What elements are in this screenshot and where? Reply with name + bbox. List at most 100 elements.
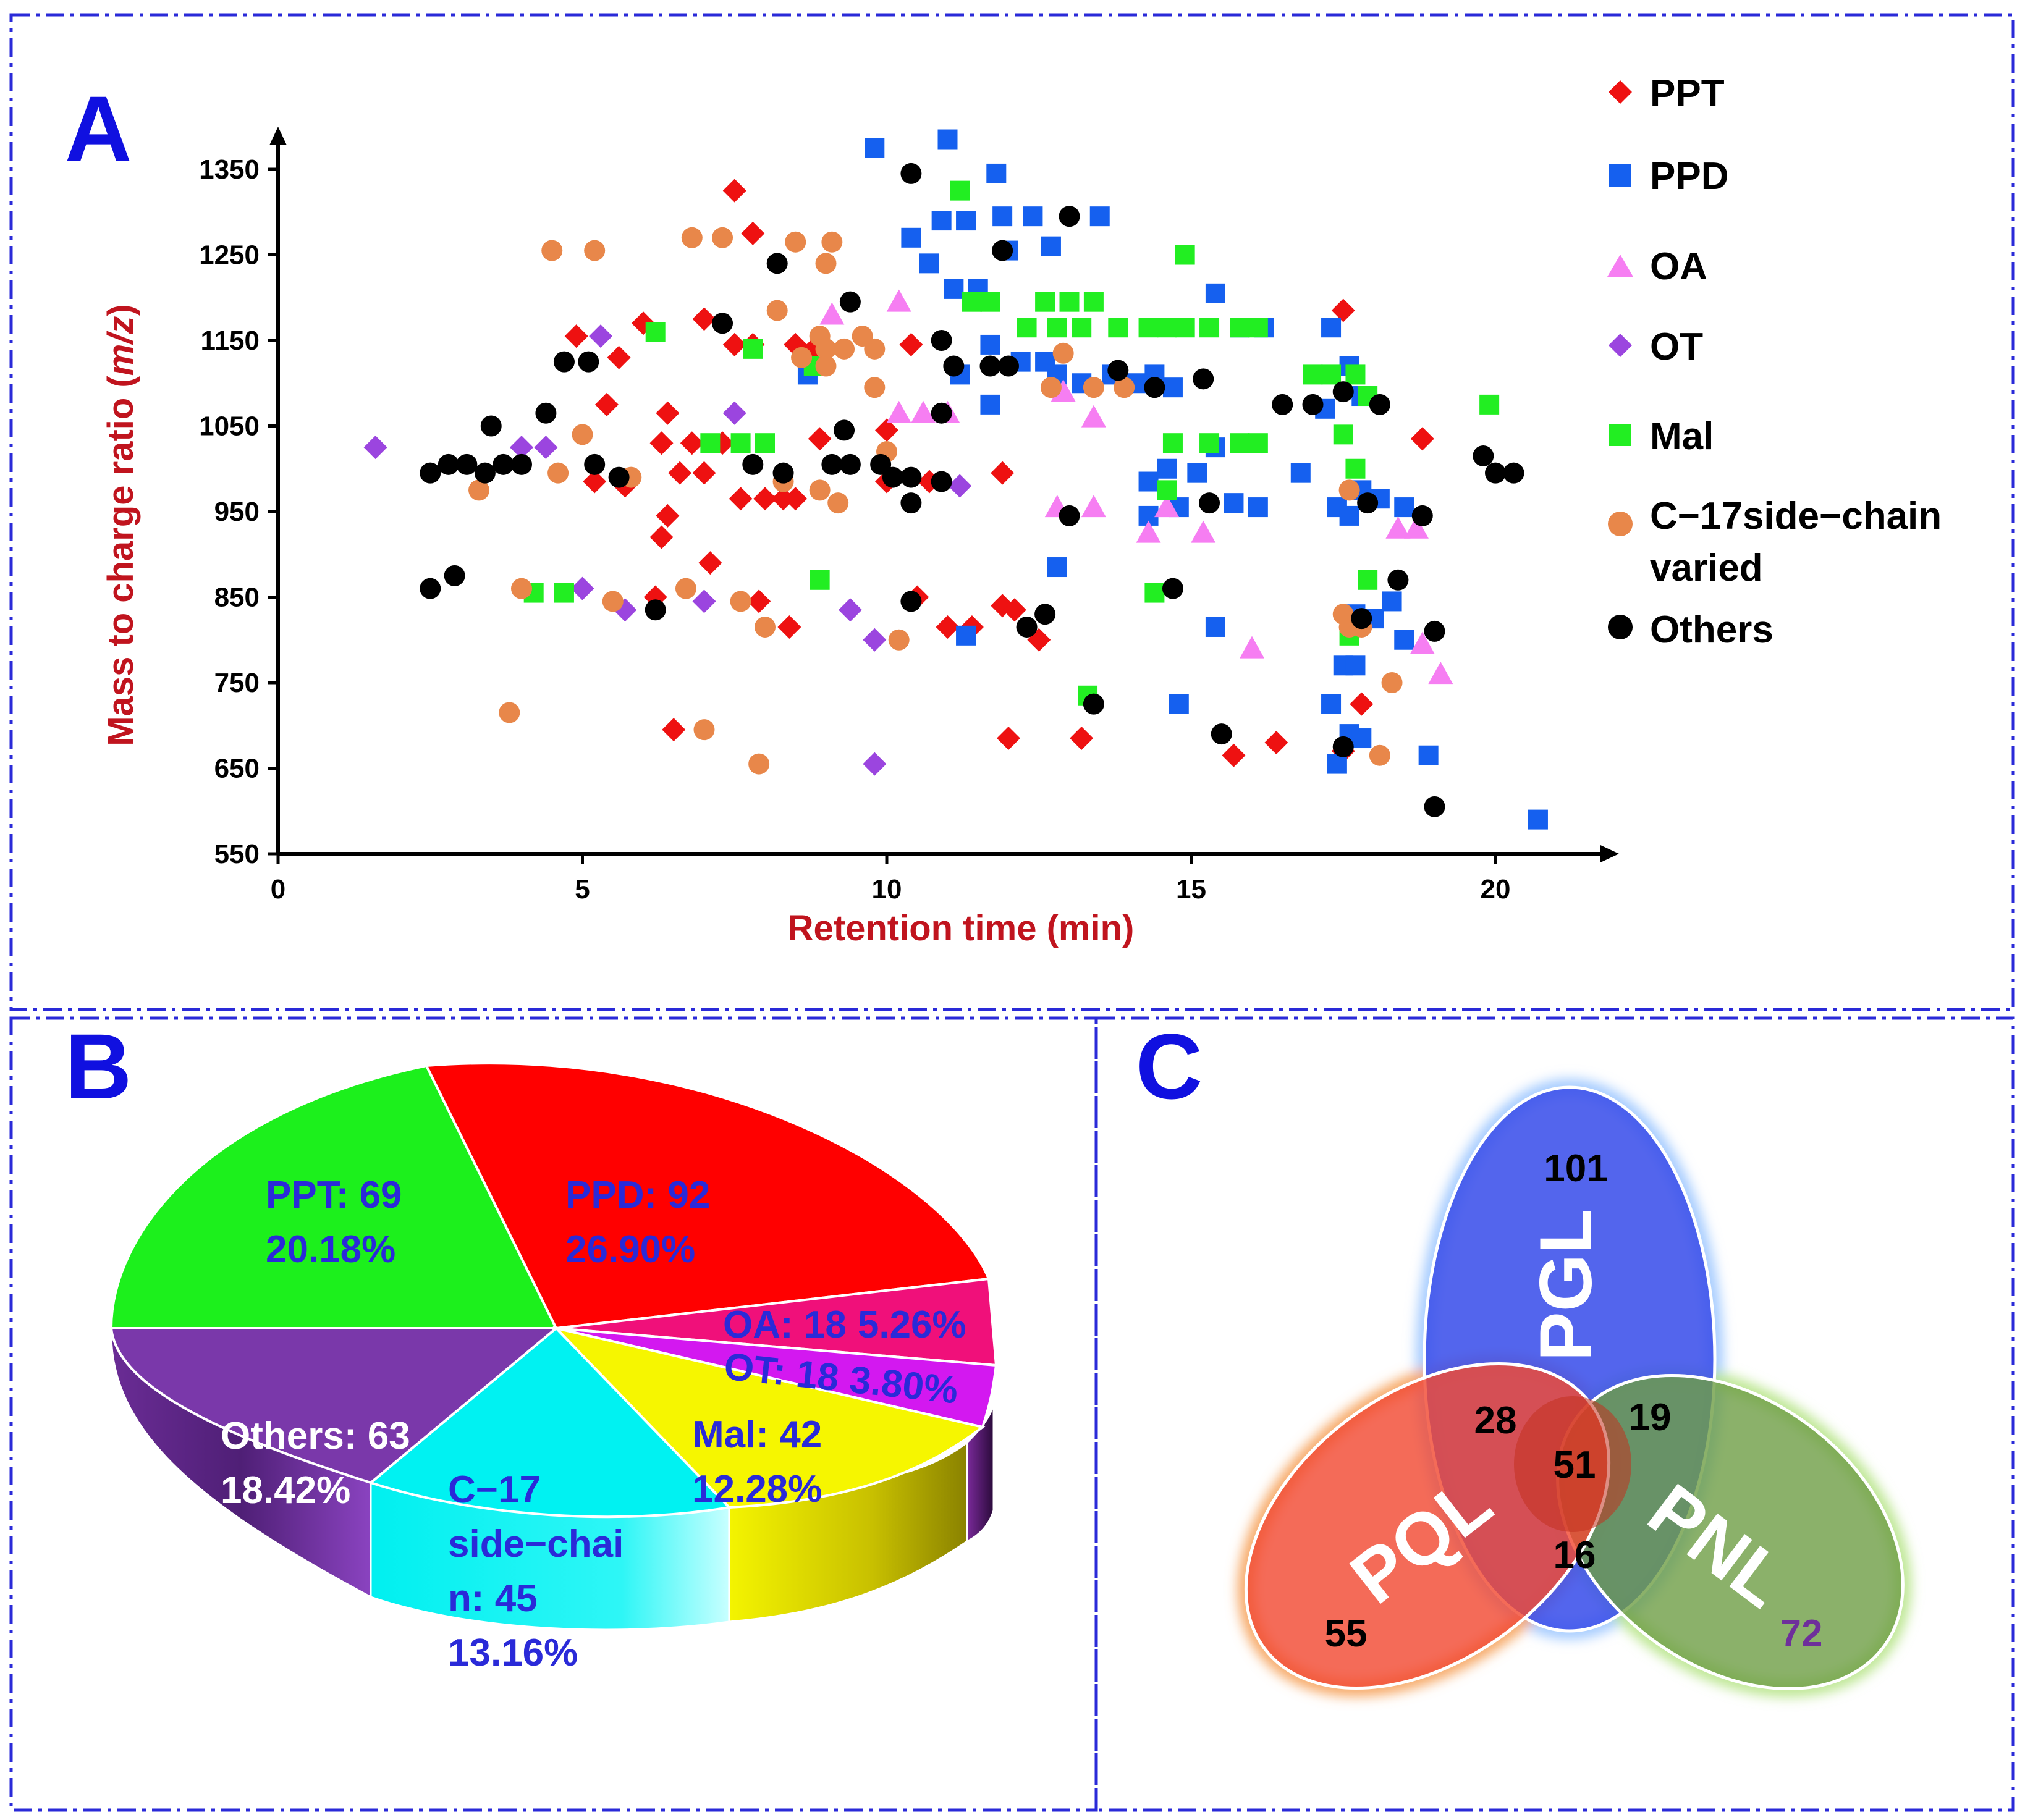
point-oa	[886, 400, 911, 423]
y-tick-label: 1150	[201, 326, 260, 356]
point-mal	[1017, 318, 1037, 338]
point-ppt	[722, 179, 746, 203]
point-ppt	[1264, 730, 1288, 754]
legend-marker-ppd	[1609, 164, 1631, 187]
point-others	[1211, 723, 1232, 745]
venn-count-pql: 55	[1325, 1612, 1368, 1655]
point-others	[420, 578, 441, 599]
pie-label-mal: Mal: 42	[692, 1413, 822, 1456]
point-others	[578, 351, 599, 373]
point-oa	[886, 289, 911, 312]
point-c17	[468, 479, 490, 501]
point-ppt	[1331, 298, 1355, 322]
point-ppt	[656, 503, 680, 528]
point-ppt	[668, 461, 692, 485]
legend-label-c17: C−17side−chain	[1650, 495, 1942, 537]
point-others	[553, 351, 575, 373]
point-oa	[1385, 516, 1411, 539]
point-others	[931, 330, 952, 351]
point-ot	[510, 436, 533, 460]
pie-label-c17-3: n: 45	[448, 1577, 538, 1620]
point-c17	[1338, 479, 1360, 501]
point-ppd	[1394, 497, 1414, 518]
point-others	[511, 453, 532, 475]
point-oa	[911, 400, 936, 423]
point-c17	[1381, 672, 1403, 693]
point-others	[1387, 569, 1409, 591]
panel-c-label: C	[1136, 1014, 1203, 1118]
point-mal	[1358, 570, 1378, 590]
x-tick-label: 0	[271, 874, 285, 904]
point-ppt	[729, 487, 753, 511]
point-ppd	[919, 253, 939, 274]
point-ppt	[991, 461, 1015, 485]
point-others	[998, 355, 1019, 377]
point-ot	[692, 589, 716, 613]
point-ppd	[1162, 377, 1183, 398]
point-others	[1162, 578, 1183, 599]
point-ppt	[741, 221, 765, 245]
point-c17	[584, 240, 606, 261]
point-ppt	[692, 461, 716, 485]
point-ot	[363, 436, 387, 460]
point-c17	[834, 338, 855, 360]
point-others	[1107, 360, 1129, 381]
point-mal	[950, 180, 970, 201]
point-oa	[1428, 662, 1453, 685]
point-ppt	[753, 487, 777, 511]
legend-item-ot: OT	[1609, 326, 1703, 368]
y-axis-title-prefix: Mass to charge ratio (	[101, 376, 141, 746]
point-c17	[815, 253, 837, 274]
point-ppd	[1187, 463, 1207, 483]
point-c17	[712, 227, 733, 248]
point-mal	[810, 570, 830, 590]
point-oa	[1403, 516, 1429, 539]
y-tick-label: 1050	[199, 411, 260, 442]
point-c17	[864, 338, 886, 360]
point-c17	[1052, 342, 1074, 364]
pie-label-ppt: PPT: 69	[266, 1174, 402, 1216]
point-ot	[534, 436, 558, 460]
point-mal	[1333, 424, 1353, 445]
legend: PPT PPD OA OT Mal C−17side−chain varied …	[1607, 72, 1942, 651]
pie-slice-c17	[368, 1326, 732, 1519]
point-ppd	[956, 211, 976, 231]
point-ppd	[1041, 236, 1061, 256]
point-ot	[570, 576, 594, 600]
point-mal	[1230, 433, 1250, 453]
point-ppt	[649, 431, 674, 455]
point-others	[480, 415, 502, 437]
venn-count-pnl: 72	[1780, 1612, 1823, 1655]
y-tick-label: 650	[214, 754, 260, 784]
x-axis: 0 5 10 15 20 Retention time (min)	[271, 845, 1619, 948]
venn-count-pql-pnl: 16	[1554, 1534, 1596, 1577]
point-others	[931, 471, 952, 492]
point-ppt	[594, 392, 619, 416]
venn-diagram: PGL PQL PNL 101 55 72 28 19 51 16	[1238, 1079, 1911, 1697]
point-others	[1144, 377, 1165, 398]
point-others	[1424, 620, 1445, 642]
pie-pct-mal: 12.28%	[692, 1468, 822, 1510]
point-others	[608, 466, 630, 488]
panel-a-frame	[9, 13, 2015, 1011]
point-others	[900, 591, 922, 612]
pie-chart: PPT: 69 20.18% PPD: 92 26.90% OA: 18 5.26…	[109, 1062, 998, 1674]
point-mal	[1248, 433, 1268, 453]
point-c17	[791, 347, 813, 368]
point-c17	[827, 492, 849, 514]
point-mal	[554, 583, 574, 603]
point-c17	[815, 355, 837, 377]
point-others	[645, 599, 666, 621]
scatter-points	[363, 129, 1548, 830]
point-ppd	[1205, 617, 1225, 637]
point-others	[1034, 604, 1056, 625]
point-mal	[962, 292, 982, 312]
point-c17	[748, 753, 770, 775]
point-ppd	[1339, 505, 1359, 526]
point-ppd	[1047, 557, 1067, 578]
pie-label-c17-1: C−17	[448, 1468, 541, 1511]
legend-item-mal: Mal	[1609, 415, 1714, 458]
panel-a-label: A	[65, 77, 132, 180]
point-others	[931, 402, 952, 424]
point-others	[742, 453, 764, 475]
